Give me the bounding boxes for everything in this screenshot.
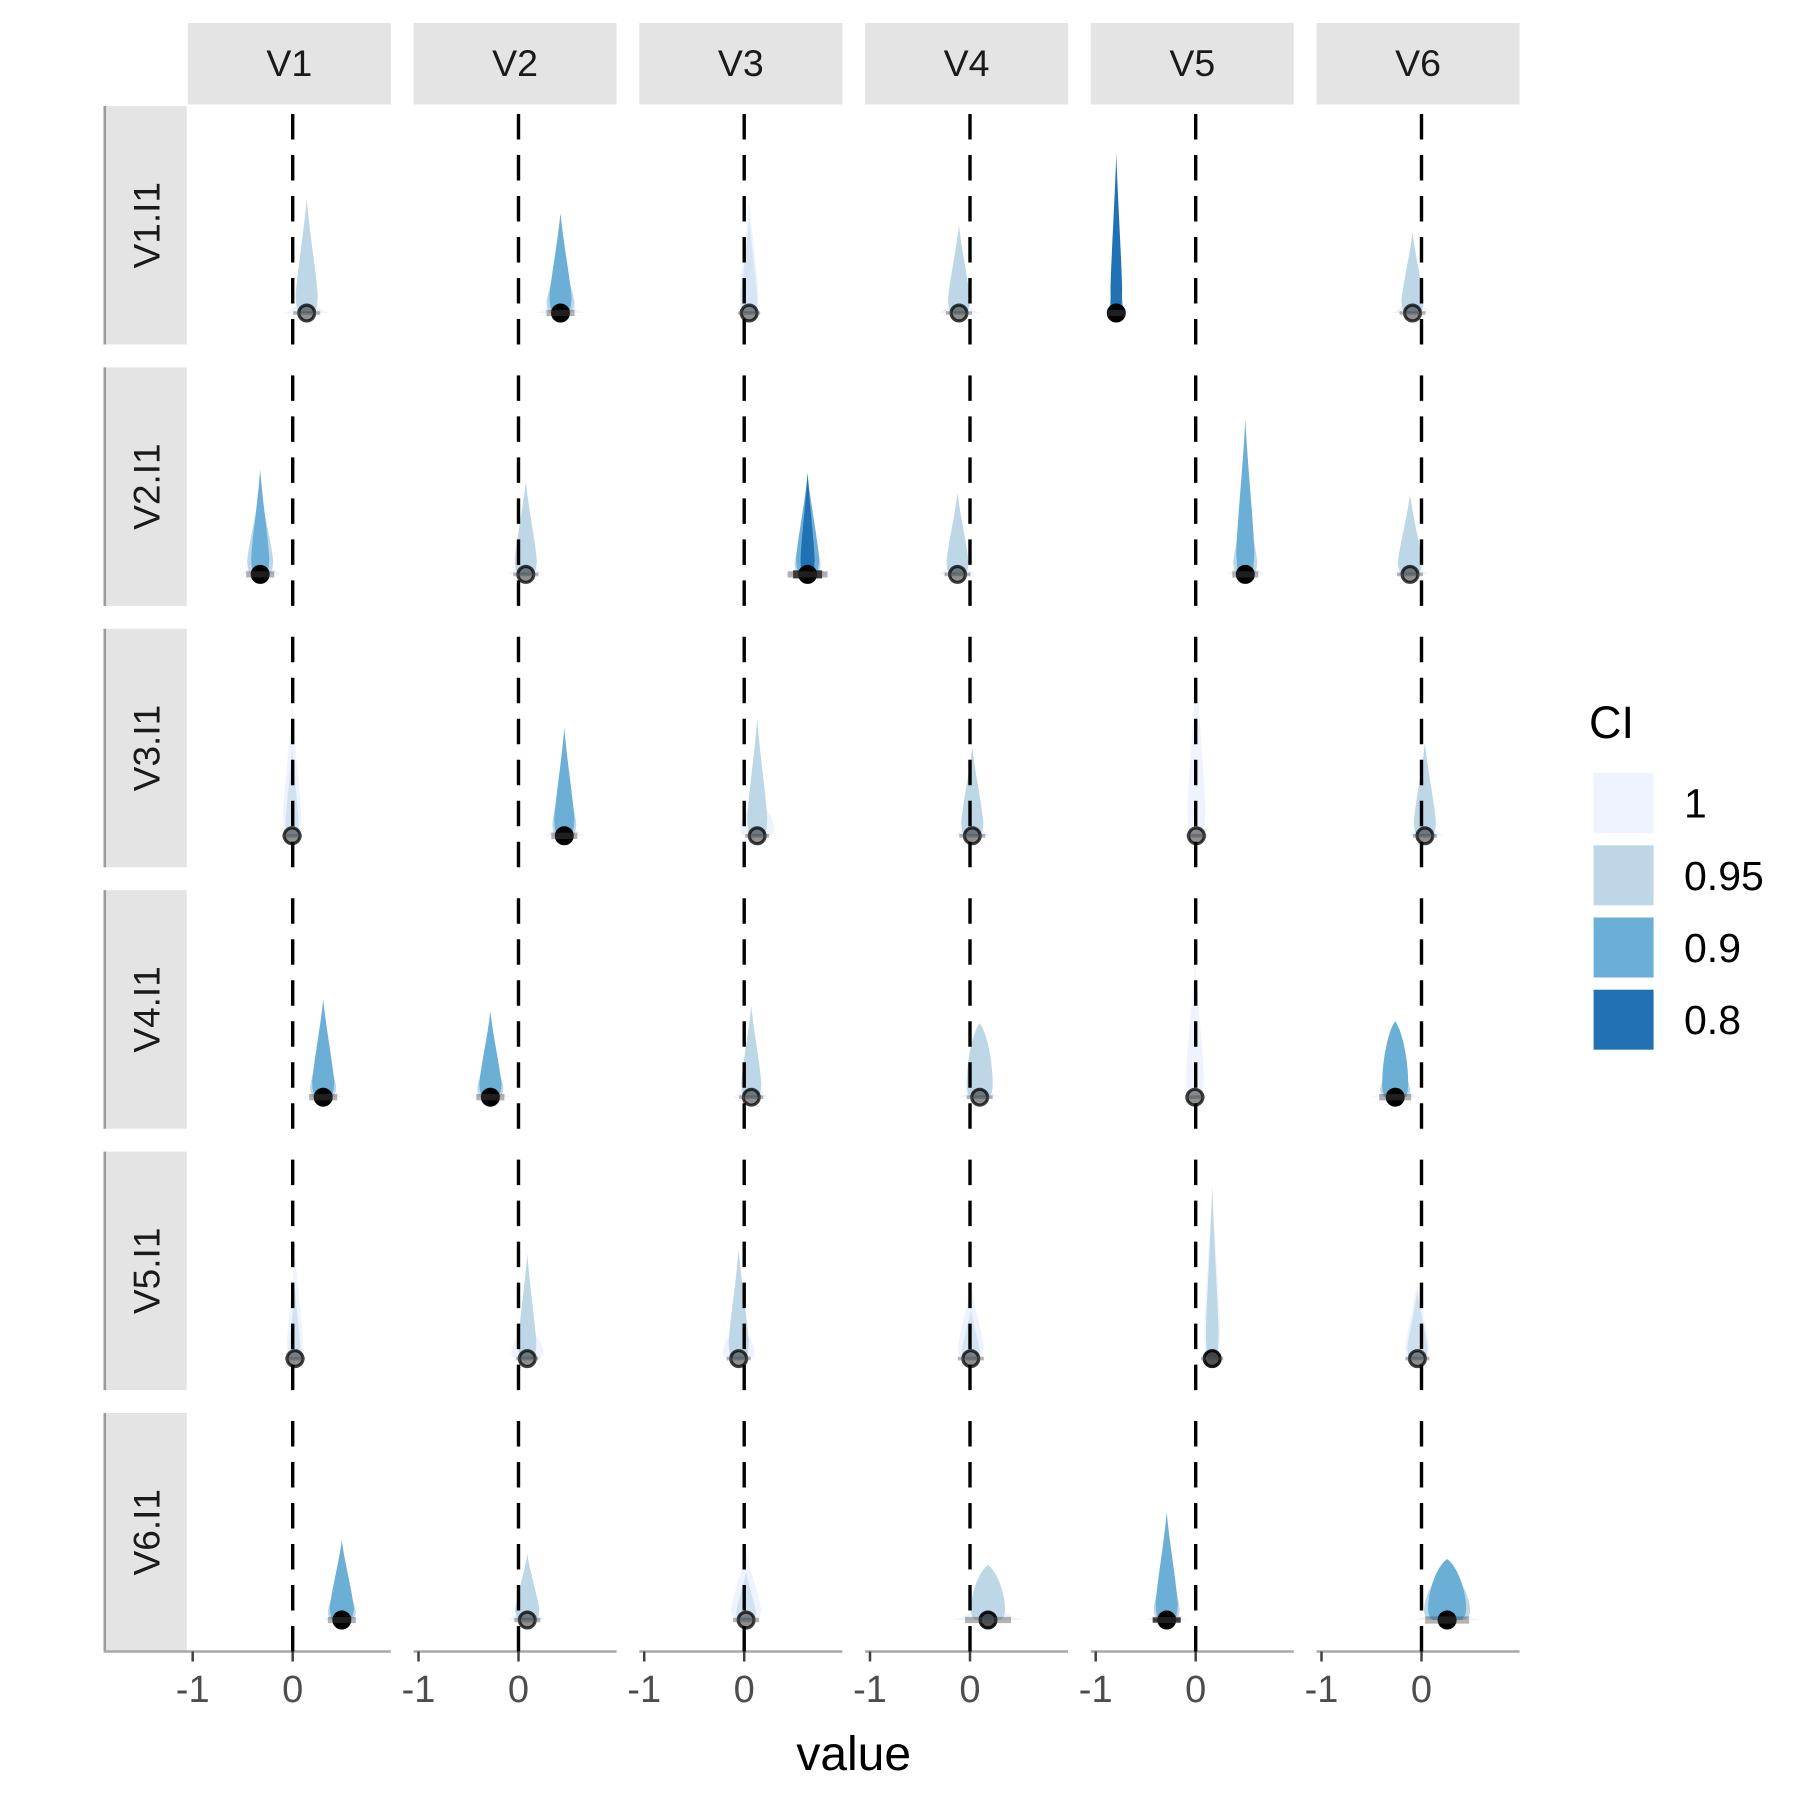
svg-text:0.9: 0.9 <box>1684 925 1741 971</box>
svg-text:V6: V6 <box>1395 42 1441 84</box>
svg-text:1: 1 <box>1684 781 1707 827</box>
svg-text:0: 0 <box>959 1669 980 1711</box>
svg-text:-1: -1 <box>1305 1669 1339 1711</box>
svg-text:-1: -1 <box>1079 1669 1113 1711</box>
svg-text:V5: V5 <box>1169 42 1215 84</box>
svg-text:value: value <box>796 1728 911 1781</box>
svg-text:V2: V2 <box>492 42 538 84</box>
svg-text:-1: -1 <box>853 1669 887 1711</box>
svg-text:-1: -1 <box>627 1669 661 1711</box>
svg-text:V5.I1: V5.I1 <box>127 1228 168 1314</box>
svg-text:V4: V4 <box>944 42 990 84</box>
svg-text:V2.I1: V2.I1 <box>127 443 168 529</box>
svg-text:0.8: 0.8 <box>1684 997 1741 1043</box>
svg-text:0.95: 0.95 <box>1684 853 1764 899</box>
svg-text:0: 0 <box>734 1669 755 1711</box>
svg-text:0: 0 <box>1185 1669 1206 1711</box>
svg-text:V3: V3 <box>718 42 764 84</box>
svg-text:V6.I1: V6.I1 <box>127 1489 168 1575</box>
svg-text:V4.I1: V4.I1 <box>127 966 168 1052</box>
svg-text:0: 0 <box>1411 1669 1432 1711</box>
svg-text:-1: -1 <box>402 1669 436 1711</box>
svg-text:V1: V1 <box>266 42 312 84</box>
svg-text:-1: -1 <box>176 1669 210 1711</box>
svg-text:0: 0 <box>508 1669 529 1711</box>
svg-text:CI: CI <box>1589 697 1634 748</box>
svg-text:0: 0 <box>282 1669 303 1711</box>
svg-text:V1.I1: V1.I1 <box>127 182 168 268</box>
svg-text:V3.I1: V3.I1 <box>127 705 168 791</box>
